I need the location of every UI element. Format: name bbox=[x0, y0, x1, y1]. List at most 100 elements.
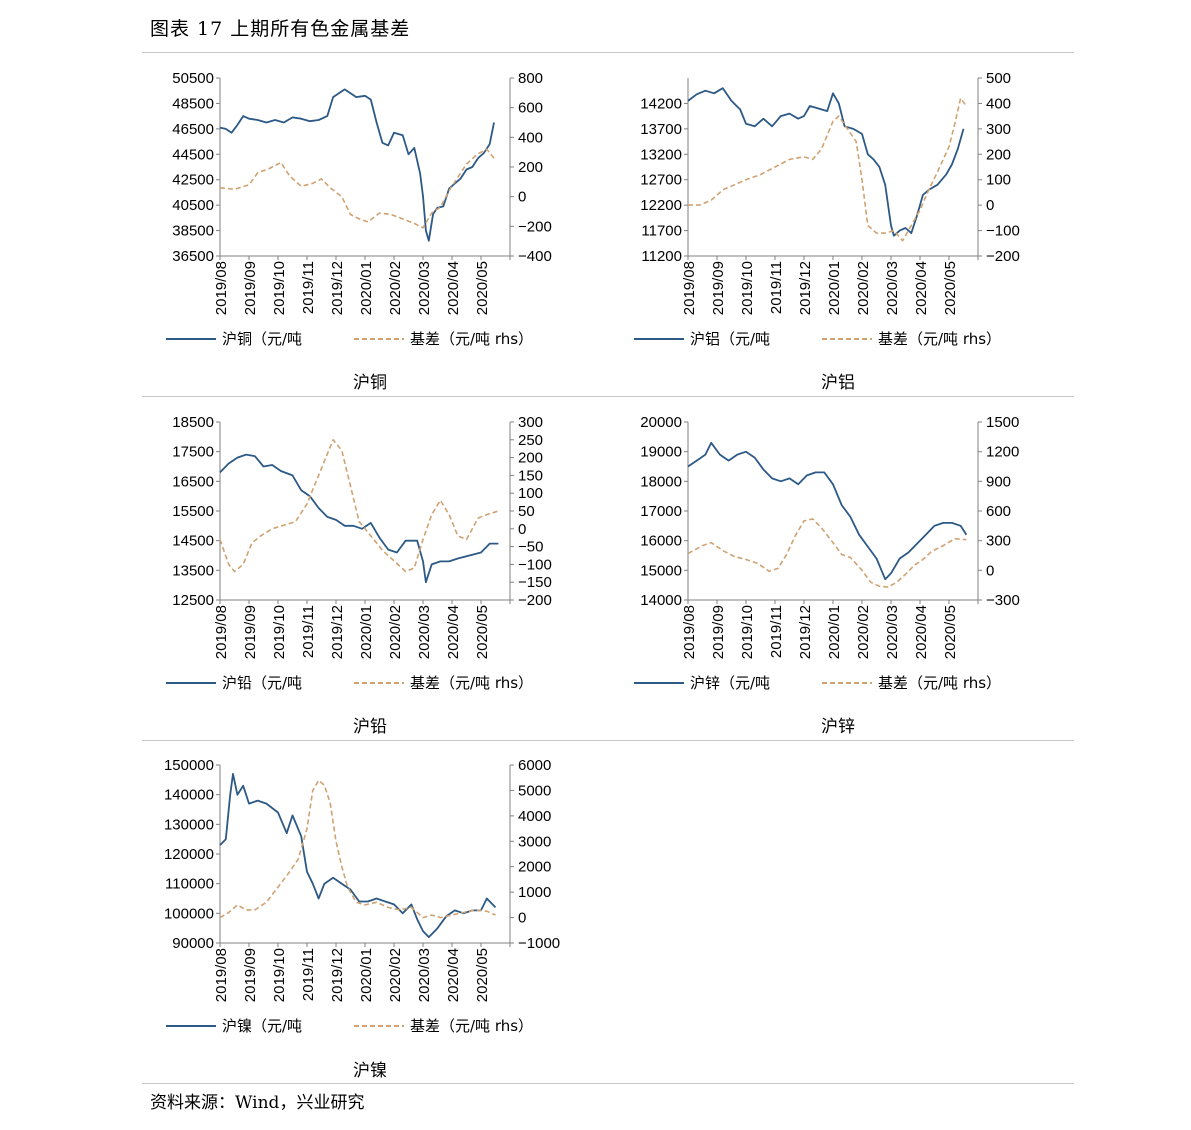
legend-label: 沪镍（元/吨 bbox=[222, 1017, 302, 1035]
left-tick-label: 38500 bbox=[172, 223, 214, 240]
legend-label: 沪铅（元/吨 bbox=[222, 674, 302, 692]
chart-caption-nickel: 沪镍 bbox=[353, 1061, 387, 1081]
left-tick-label: 12500 bbox=[172, 592, 214, 609]
legend-label: 沪铝（元/吨 bbox=[690, 330, 770, 348]
legend-label: 基差（元/吨 rhs） bbox=[410, 674, 533, 692]
x-tick-label: 2020/03 bbox=[416, 605, 433, 659]
x-tick-label: 2020/04 bbox=[913, 605, 930, 659]
chart-svg: 11200 11700 12200 12700 13200 13700 14200 −200 −… bbox=[634, 70, 1020, 348]
left-tick-label: 110000 bbox=[165, 876, 214, 893]
x-tick-label: 2020/03 bbox=[416, 261, 433, 315]
x-tick-label: 2019/08 bbox=[681, 261, 698, 315]
right-tick-label: −100 bbox=[518, 556, 552, 573]
x-tick-label: 2020/02 bbox=[387, 948, 404, 1002]
left-tick-label: 13200 bbox=[640, 146, 682, 163]
right-tick-label: 1500 bbox=[986, 414, 1019, 431]
right-tick-label: 200 bbox=[518, 159, 543, 176]
x-tick-label: 2019/12 bbox=[797, 605, 814, 659]
left-tick-label: 12200 bbox=[640, 197, 682, 214]
x-tick-label: 2019/08 bbox=[213, 605, 230, 659]
chart-caption-zinc: 沪锌 bbox=[821, 717, 855, 737]
right-tick-label: −200 bbox=[518, 592, 552, 609]
right-tick-label: 100 bbox=[518, 485, 543, 502]
right-tick-label: −100 bbox=[986, 223, 1020, 240]
right-tick-label: 150 bbox=[518, 467, 543, 484]
right-tick-label: 50 bbox=[518, 503, 535, 520]
x-tick-label: 2019/11 bbox=[300, 261, 317, 314]
x-tick-label: 2019/09 bbox=[710, 261, 727, 315]
legend-label: 基差（元/吨 rhs） bbox=[878, 330, 1001, 348]
chart-panel-nickel: 90000 100000 110000 120000 130000 140000 15000… bbox=[140, 749, 600, 1079]
left-tick-label: 40500 bbox=[172, 197, 214, 214]
legend-label: 基差（元/吨 rhs） bbox=[410, 330, 533, 348]
right-tick-label: −200 bbox=[986, 248, 1020, 265]
left-tick-label: 44500 bbox=[172, 146, 214, 163]
x-tick-label: 2020/04 bbox=[445, 261, 462, 315]
x-tick-label: 2019/09 bbox=[710, 605, 727, 659]
right-tick-label: 0 bbox=[986, 562, 994, 579]
x-tick-label: 2019/10 bbox=[271, 948, 288, 1002]
divider-top bbox=[142, 52, 1074, 53]
right-tick-label: 1000 bbox=[518, 884, 551, 901]
right-tick-label: 400 bbox=[518, 129, 543, 146]
left-tick-label: 46500 bbox=[172, 121, 214, 138]
chart-caption-copper: 沪铜 bbox=[353, 373, 387, 393]
left-tick-label: 19000 bbox=[640, 444, 682, 461]
x-tick-label: 2020/01 bbox=[826, 261, 843, 315]
x-tick-label: 2020/01 bbox=[358, 261, 375, 315]
left-tick-label: 17000 bbox=[640, 503, 682, 520]
left-tick-label: 50500 bbox=[172, 70, 214, 87]
chart-svg: 14000 15000 16000 17000 18000 19000 20000 −300 0… bbox=[634, 414, 1020, 692]
left-tick-label: 11200 bbox=[641, 248, 682, 265]
divider-row1 bbox=[142, 396, 1074, 397]
right-tick-label: 300 bbox=[518, 414, 543, 431]
left-tick-label: 16500 bbox=[172, 473, 214, 490]
x-tick-label: 2020/03 bbox=[416, 948, 433, 1002]
left-tick-label: 14200 bbox=[640, 95, 682, 112]
left-tick-label: 12700 bbox=[640, 172, 682, 189]
right-tick-label: 800 bbox=[518, 70, 543, 87]
chart-panel-aluminum: 11200 11700 12200 12700 13200 13700 14200 −200 −… bbox=[608, 62, 1068, 392]
chart-svg: 36500 38500 40500 42500 44500 46500 48500 50500… bbox=[166, 70, 552, 348]
x-tick-label: 2020/01 bbox=[358, 948, 375, 1002]
x-tick-label: 2020/02 bbox=[855, 605, 872, 659]
series-line-price bbox=[219, 88, 495, 242]
left-tick-label: 100000 bbox=[164, 905, 214, 922]
x-tick-label: 2019/11 bbox=[768, 605, 785, 658]
x-tick-label: 2019/10 bbox=[739, 261, 756, 315]
right-tick-label: 0 bbox=[986, 197, 994, 214]
right-tick-label: 2000 bbox=[518, 859, 551, 876]
left-tick-label: 36500 bbox=[172, 248, 214, 265]
x-tick-label: 2019/12 bbox=[797, 261, 814, 315]
x-tick-label: 2020/05 bbox=[474, 948, 491, 1002]
right-tick-label: 5000 bbox=[518, 782, 551, 799]
x-tick-label: 2020/05 bbox=[942, 605, 959, 659]
x-tick-label: 2019/12 bbox=[329, 261, 346, 315]
right-tick-label: 900 bbox=[986, 473, 1011, 490]
left-tick-label: 13500 bbox=[172, 562, 214, 579]
x-tick-label: 2020/01 bbox=[358, 605, 375, 659]
right-tick-label: −150 bbox=[518, 574, 552, 591]
right-tick-label: 0 bbox=[518, 521, 526, 538]
x-tick-label: 2020/03 bbox=[884, 605, 901, 659]
x-tick-label: 2019/08 bbox=[213, 261, 230, 315]
right-tick-label: 3000 bbox=[518, 833, 551, 850]
left-tick-label: 140000 bbox=[164, 787, 214, 804]
left-tick-label: 14500 bbox=[172, 533, 214, 550]
x-tick-label: 2019/12 bbox=[329, 605, 346, 659]
right-tick-label: 200 bbox=[986, 146, 1011, 163]
right-tick-label: −300 bbox=[986, 592, 1020, 609]
x-tick-label: 2020/02 bbox=[387, 261, 404, 315]
chart-svg: 90000 100000 110000 120000 130000 140000 15000… bbox=[164, 757, 560, 1035]
chart-panel-zinc: 14000 15000 16000 17000 18000 19000 20000 −300 0… bbox=[608, 406, 1068, 736]
right-tick-label: 500 bbox=[986, 70, 1011, 87]
series-line-basis bbox=[688, 97, 968, 242]
left-tick-label: 18000 bbox=[640, 473, 682, 490]
chart-caption-aluminum: 沪铝 bbox=[821, 373, 855, 393]
series-line-basis bbox=[219, 779, 496, 919]
right-tick-label: 250 bbox=[518, 432, 543, 449]
divider-bottom bbox=[142, 1083, 1074, 1084]
left-tick-label: 20000 bbox=[640, 414, 682, 431]
x-tick-label: 2020/03 bbox=[884, 261, 901, 315]
left-tick-label: 90000 bbox=[172, 935, 214, 952]
